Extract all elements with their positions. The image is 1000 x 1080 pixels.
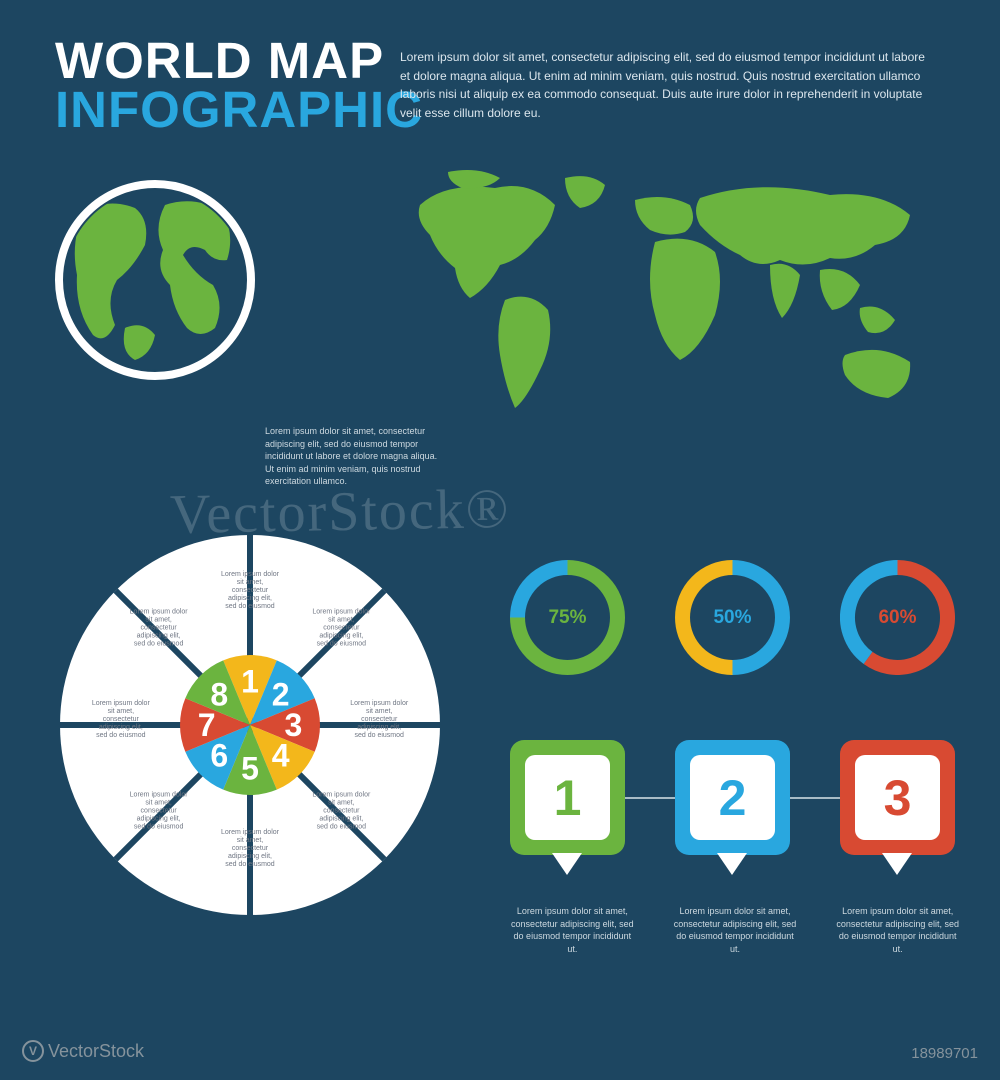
footer-id: 18989701 (911, 1045, 978, 1062)
donut-3-label: 60% (878, 607, 916, 629)
world-map (400, 170, 940, 430)
pin-1-number: 1 (525, 755, 610, 840)
donut-1: 75% (510, 560, 625, 675)
pin-3-caption: Lorem ipsum dolor sit amet, consectetur … (835, 905, 960, 955)
svg-text:5: 5 (241, 750, 259, 786)
svg-text:1: 1 (241, 664, 259, 700)
map-caption: Lorem ipsum dolor sit amet, consectetur … (265, 425, 440, 488)
title-line2: INFOGRAPHIC (55, 84, 423, 135)
pin-tail-icon (717, 853, 747, 875)
pin-1: 1 (510, 740, 625, 880)
svg-text:4: 4 (272, 738, 290, 774)
pin-3: 3 (840, 740, 955, 880)
pin-tail-icon (882, 853, 912, 875)
donut-2: 50% (675, 560, 790, 675)
pin-captions: Lorem ipsum dolor sit amet, consectetur … (510, 905, 960, 955)
donut-3: 60% (840, 560, 955, 675)
title-line1: WORLD MAP (55, 35, 423, 86)
pin-2-number: 2 (690, 755, 775, 840)
vectorstock-logo-icon: V (22, 1040, 44, 1062)
svg-text:8: 8 (210, 676, 228, 712)
pin-3-number: 3 (855, 755, 940, 840)
pin-1-caption: Lorem ipsum dolor sit amet, consectetur … (510, 905, 635, 955)
donut-row: 75% 50% 60% (510, 560, 955, 675)
footer-brand: V VectorStock (22, 1040, 144, 1062)
title-block: WORLD MAP INFOGRAPHIC (55, 35, 423, 135)
donut-2-label: 50% (713, 607, 751, 629)
globe-icon (55, 180, 255, 380)
pin-2-caption: Lorem ipsum dolor sit amet, consectetur … (673, 905, 798, 955)
footer-brand-text: VectorStock (48, 1041, 144, 1062)
pin-2: 2 (675, 740, 790, 880)
intro-paragraph: Lorem ipsum dolor sit amet, consectetur … (400, 48, 930, 122)
svg-text:7: 7 (198, 707, 216, 743)
pin-row: 1 2 3 (510, 740, 960, 910)
svg-text:6: 6 (210, 738, 228, 774)
pin-tail-icon (552, 853, 582, 875)
segmented-wheel: 12345678Lorem ipsum dolorsit amet,consec… (55, 530, 445, 920)
donut-1-label: 75% (548, 607, 586, 629)
